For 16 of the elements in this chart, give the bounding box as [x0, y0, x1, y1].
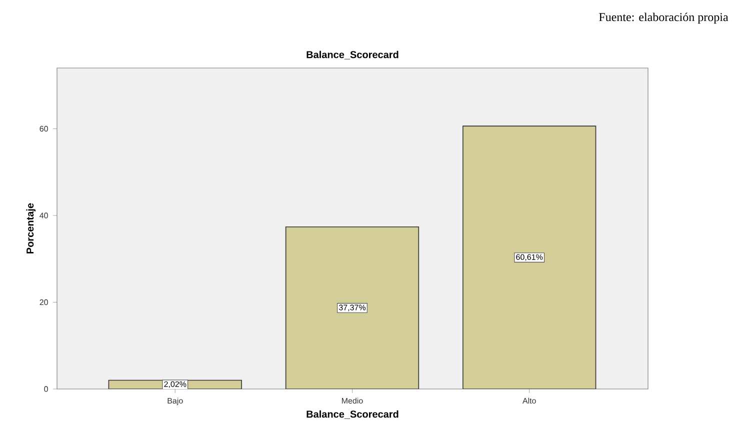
bar [285, 226, 420, 389]
x-axis-title: Balance_Scorecard [306, 410, 398, 419]
x-tick-label: Alto [522, 398, 536, 404]
y-tick-label: 20 [40, 299, 48, 306]
data-label: 2,02% [164, 381, 186, 388]
data-label: 60,61% [516, 254, 543, 261]
y-tick-label: 60 [40, 126, 48, 132]
chart-title: Balance_Scorecard [306, 50, 398, 60]
source-note: Fuente: elaboración propia [599, 12, 728, 24]
y-axis-title: Porcentaje [26, 203, 36, 254]
data-label: 37,37% [338, 304, 366, 312]
y-tick-label: 40 [40, 212, 48, 218]
x-tick-label: Bajo [168, 398, 183, 406]
y-tick-label: 0 [44, 386, 48, 392]
bar [462, 126, 596, 389]
x-tick-label: Medio [342, 398, 363, 404]
